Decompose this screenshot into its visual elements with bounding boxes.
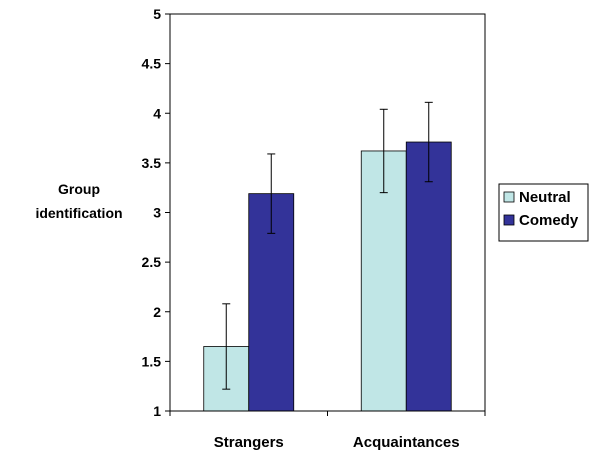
- y-tick-label: 2.5: [142, 254, 162, 270]
- legend-swatch-neutral: [503, 191, 515, 203]
- y-axis-label-line-2: identification: [35, 205, 122, 221]
- x-category-labels: Strangers Acquaintances: [214, 434, 460, 451]
- x-category-label-strangers: Strangers: [214, 434, 284, 451]
- legend: Neutral Comedy: [498, 183, 589, 242]
- bars: [203, 141, 452, 412]
- y-tick-label: 1: [153, 403, 161, 419]
- legend-label-neutral: Neutral: [519, 189, 571, 206]
- y-tick-label: 5: [153, 6, 161, 22]
- y-tick-label: 1.5: [142, 353, 162, 369]
- y-axis-label-line-1: Group: [58, 181, 100, 197]
- bar-comedy-acquaintances: [405, 141, 452, 412]
- bar-neutral-acquaintances: [360, 150, 407, 412]
- error-bars: [222, 101, 433, 390]
- legend-label-comedy: Comedy: [519, 212, 579, 229]
- y-tick-label: 3: [153, 205, 161, 221]
- axes: [165, 13, 486, 416]
- legend-swatch-comedy: [503, 214, 515, 226]
- y-tick-label: 4: [153, 105, 161, 121]
- y-tick-label: 3.5: [142, 155, 162, 171]
- y-tick-labels: 1 1.5 2 2.5 3 3.5 4 4.5 5: [142, 6, 162, 419]
- y-tick-label: 2: [153, 304, 161, 320]
- x-category-label-acquaintances: Acquaintances: [353, 434, 460, 451]
- y-tick-label: 4.5: [142, 56, 162, 72]
